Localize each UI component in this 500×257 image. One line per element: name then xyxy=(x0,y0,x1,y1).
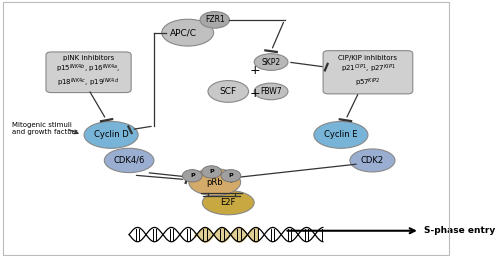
Ellipse shape xyxy=(84,122,138,148)
Text: +: + xyxy=(250,87,260,100)
Ellipse shape xyxy=(221,170,241,182)
Ellipse shape xyxy=(189,169,240,196)
Text: P: P xyxy=(190,173,194,178)
Text: P: P xyxy=(210,169,214,175)
Ellipse shape xyxy=(104,148,154,173)
FancyBboxPatch shape xyxy=(46,52,131,93)
Text: E2F: E2F xyxy=(220,198,236,207)
Text: CIP/KIP inhibitors
p21$^{CIP1}$, p27$^{KIP1}$
p57$^{KIP2}$: CIP/KIP inhibitors p21$^{CIP1}$, p27$^{K… xyxy=(338,55,398,89)
Text: APC/C: APC/C xyxy=(170,28,196,37)
Text: CDK4/6: CDK4/6 xyxy=(114,156,145,165)
Ellipse shape xyxy=(254,54,288,70)
Text: P: P xyxy=(228,173,234,178)
Text: FZR1: FZR1 xyxy=(205,15,225,24)
Ellipse shape xyxy=(350,149,395,172)
Ellipse shape xyxy=(208,81,248,102)
Text: S-phase entry: S-phase entry xyxy=(424,226,496,235)
FancyBboxPatch shape xyxy=(323,51,413,94)
Text: Cyclin E: Cyclin E xyxy=(324,130,358,139)
Ellipse shape xyxy=(254,83,288,100)
Ellipse shape xyxy=(162,19,214,46)
Text: Mitogenic stimuli
and growth factors: Mitogenic stimuli and growth factors xyxy=(12,122,78,135)
Ellipse shape xyxy=(200,12,230,28)
Ellipse shape xyxy=(202,190,254,215)
Text: SKP2: SKP2 xyxy=(262,58,280,67)
Text: SCF: SCF xyxy=(220,87,237,96)
Text: CDK2: CDK2 xyxy=(361,156,384,165)
Ellipse shape xyxy=(202,166,222,178)
Ellipse shape xyxy=(314,122,368,148)
Text: pRb: pRb xyxy=(206,178,223,187)
Text: +: + xyxy=(250,64,260,77)
Text: pINK inhibitors
p15$^{INK4b}$, p16$^{INK4a}$,
p18$^{INK4c}$, p19$^{INK4d}$: pINK inhibitors p15$^{INK4b}$, p16$^{INK… xyxy=(56,55,120,89)
Text: FBW7: FBW7 xyxy=(260,87,282,96)
Ellipse shape xyxy=(182,170,202,182)
Text: Cyclin D: Cyclin D xyxy=(94,130,128,139)
